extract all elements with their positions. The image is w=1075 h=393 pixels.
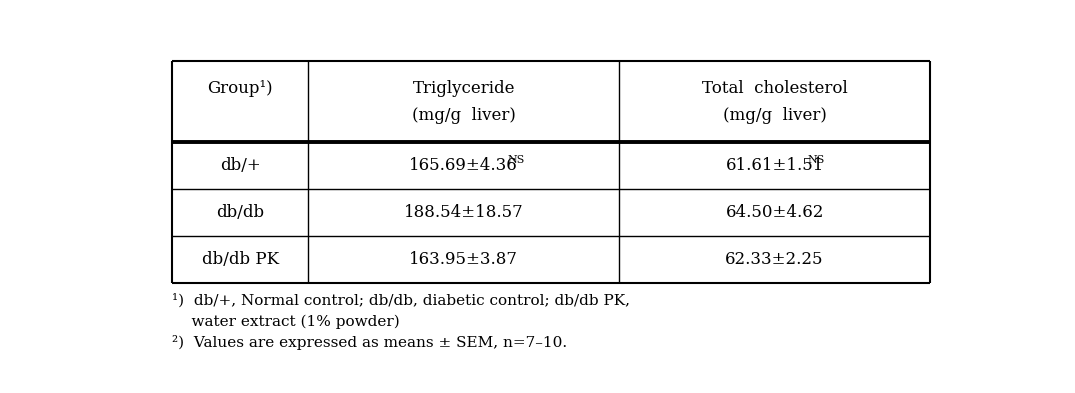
Text: 64.50±4.62: 64.50±4.62 (726, 204, 823, 221)
Text: 61.61±1.51: 61.61±1.51 (726, 158, 823, 174)
Text: ²)  Values are expressed as means ± SEM, n=7–10.: ²) Values are expressed as means ± SEM, … (172, 335, 567, 350)
Text: NS: NS (507, 156, 525, 165)
Text: Total  cholesterol: Total cholesterol (702, 79, 847, 97)
Text: Triglyceride: Triglyceride (413, 79, 515, 97)
Text: ¹)  db/+, Normal control; db/db, diabetic control; db/db PK,: ¹) db/+, Normal control; db/db, diabetic… (172, 294, 634, 308)
Text: Group¹): Group¹) (207, 79, 273, 97)
Text: water extract (1% powder): water extract (1% powder) (172, 314, 400, 329)
Text: NS: NS (808, 156, 826, 165)
Text: 62.33±2.25: 62.33±2.25 (726, 251, 823, 268)
Text: (mg/g  liver): (mg/g liver) (412, 107, 516, 124)
Text: 188.54±18.57: 188.54±18.57 (404, 204, 524, 221)
Text: 165.69±4.36: 165.69±4.36 (410, 158, 518, 174)
Text: db/db PK: db/db PK (201, 251, 278, 268)
Text: db/db: db/db (216, 204, 264, 221)
Text: db/+: db/+ (219, 158, 260, 174)
Text: (mg/g  liver): (mg/g liver) (722, 107, 827, 124)
Text: 163.95±3.87: 163.95±3.87 (410, 251, 518, 268)
